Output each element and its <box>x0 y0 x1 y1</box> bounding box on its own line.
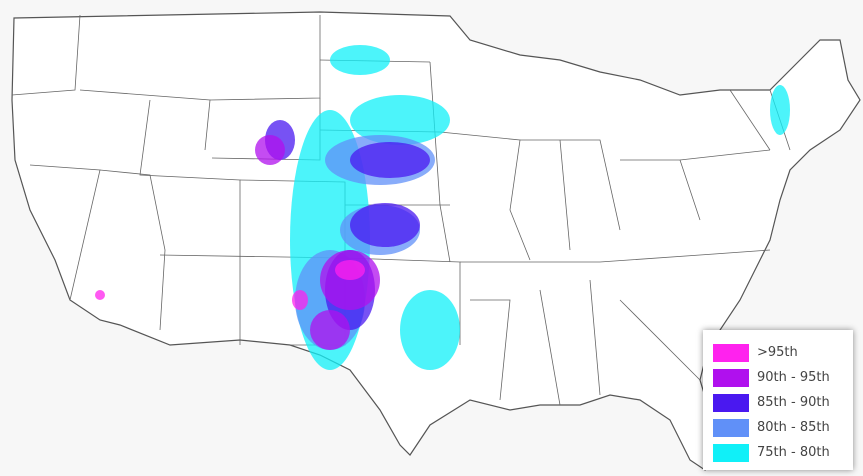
percentile-area <box>770 85 790 135</box>
legend-item: >95th <box>713 340 853 365</box>
percentile-area <box>330 45 390 75</box>
legend-label: 75th - 80th <box>757 445 830 460</box>
legend-swatch <box>713 393 749 412</box>
percentile-area <box>350 95 450 145</box>
legend-label: 85th - 90th <box>757 395 830 410</box>
legend-item: 75th - 80th <box>713 440 853 465</box>
legend-item: 80th - 85th <box>713 415 853 440</box>
percentile-area <box>400 290 460 370</box>
percentile-area <box>292 290 308 310</box>
legend-swatch <box>713 443 749 462</box>
map-legend: >95th 90th - 95th 85th - 90th 80th - 85t… <box>703 330 853 470</box>
legend-label: >95th <box>757 345 798 360</box>
legend-item: 85th - 90th <box>713 390 853 415</box>
legend-label: 80th - 85th <box>757 420 830 435</box>
percentile-area <box>350 203 420 247</box>
legend-swatch <box>713 368 749 387</box>
legend-swatch <box>713 343 749 362</box>
percentile-area <box>255 135 285 165</box>
percentile-area <box>95 290 105 300</box>
percentile-area <box>350 142 430 178</box>
legend-label: 90th - 95th <box>757 370 830 385</box>
legend-item: 90th - 95th <box>713 365 853 390</box>
percentile-area <box>335 260 365 280</box>
percentile-overlay <box>95 45 790 370</box>
percentile-area <box>310 310 350 350</box>
legend-swatch <box>713 418 749 437</box>
